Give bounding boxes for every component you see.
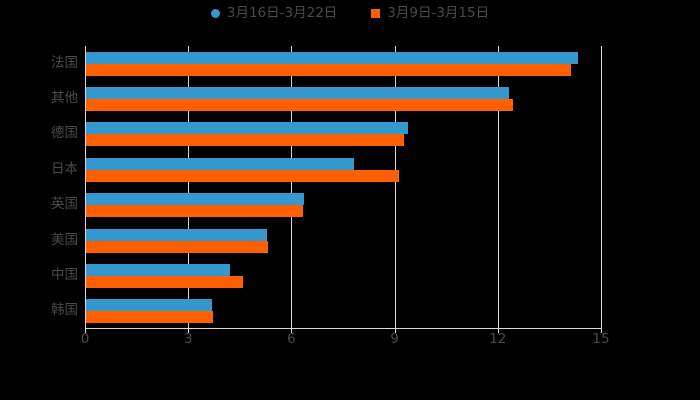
bar-series-b[interactable] (86, 311, 214, 324)
gridline (188, 46, 190, 329)
y-axis-line (85, 46, 86, 329)
x-axis-tick-label: 0 (80, 331, 90, 347)
x-axis-tick-mark (601, 327, 602, 333)
bar-series-a[interactable] (86, 263, 231, 276)
bar-series-a[interactable] (86, 51, 578, 64)
bar-group (86, 122, 602, 147)
legend-item-series-b[interactable]: 3月9日-3月15日 (371, 5, 490, 21)
y-axis-tick-label: 其他 (51, 90, 78, 107)
gridline (497, 46, 499, 329)
y-axis-tick-label: 美国 (51, 231, 78, 248)
bar-group (86, 263, 602, 288)
bar-series-a[interactable] (86, 87, 510, 100)
y-axis-tick-label: 德国 (51, 125, 78, 142)
x-axis-tick-mark (291, 327, 293, 333)
gridline (291, 46, 293, 329)
x-axis-tick-mark (85, 327, 86, 333)
x-axis-tick-label: 3 (183, 331, 193, 347)
bar-series-b[interactable] (86, 240, 269, 253)
x-axis-tick-label: 9 (390, 331, 399, 347)
legend-item-series-a[interactable]: 3月16日-3月22日 (210, 5, 338, 21)
gridline (601, 46, 602, 329)
legend-label-series-b: 3月9日-3月15日 (387, 5, 490, 21)
bar-group (86, 228, 602, 253)
bar-series-a[interactable] (86, 157, 355, 170)
y-axis-tick-label: 日本 (51, 160, 78, 177)
y-axis-tick-label: 法国 (51, 54, 78, 71)
bar-group (86, 51, 602, 76)
bar-series-b[interactable] (86, 134, 405, 147)
bar-series-a[interactable] (86, 122, 408, 135)
bar-group (86, 157, 602, 182)
bar-series-b[interactable] (86, 99, 513, 112)
gridline (394, 46, 396, 329)
legend-circle-marker-icon (210, 9, 220, 19)
legend-square-marker-icon (371, 9, 381, 19)
chart-legend: 3月16日-3月22日 3月9日-3月15日 (0, 5, 700, 21)
bar-series-b[interactable] (86, 275, 243, 288)
bar-series-b[interactable] (86, 63, 572, 76)
x-axis-tick-mark (497, 327, 499, 333)
x-axis-tick-label: 6 (287, 331, 296, 347)
bar-series-a[interactable] (86, 299, 212, 312)
x-axis-tick-mark (188, 327, 190, 333)
y-axis-labels: 法国其他德国日本英国美国中国韩国 (0, 46, 78, 329)
bar-series-b[interactable] (86, 169, 400, 182)
x-axis-tick-label: 15 (592, 331, 610, 347)
y-axis-tick-label: 中国 (51, 266, 78, 283)
y-axis-tick-label: 韩国 (51, 302, 78, 319)
x-axis-tick-mark (394, 327, 396, 333)
y-axis-tick-label: 英国 (51, 196, 78, 213)
plot-area (85, 46, 602, 329)
bar-series-a[interactable] (86, 228, 267, 241)
legend-label-series-a: 3月16日-3月22日 (226, 5, 338, 21)
bar-group (86, 87, 602, 112)
x-axis-line (85, 328, 602, 329)
bar-group (86, 299, 602, 324)
bar-group (86, 193, 602, 218)
x-axis-labels: 0 3 6 9 12 15 (81, 327, 610, 353)
x-axis-tick-label: 12 (489, 331, 507, 347)
bar-series-a[interactable] (86, 193, 305, 206)
bar-series-b[interactable] (86, 205, 303, 218)
